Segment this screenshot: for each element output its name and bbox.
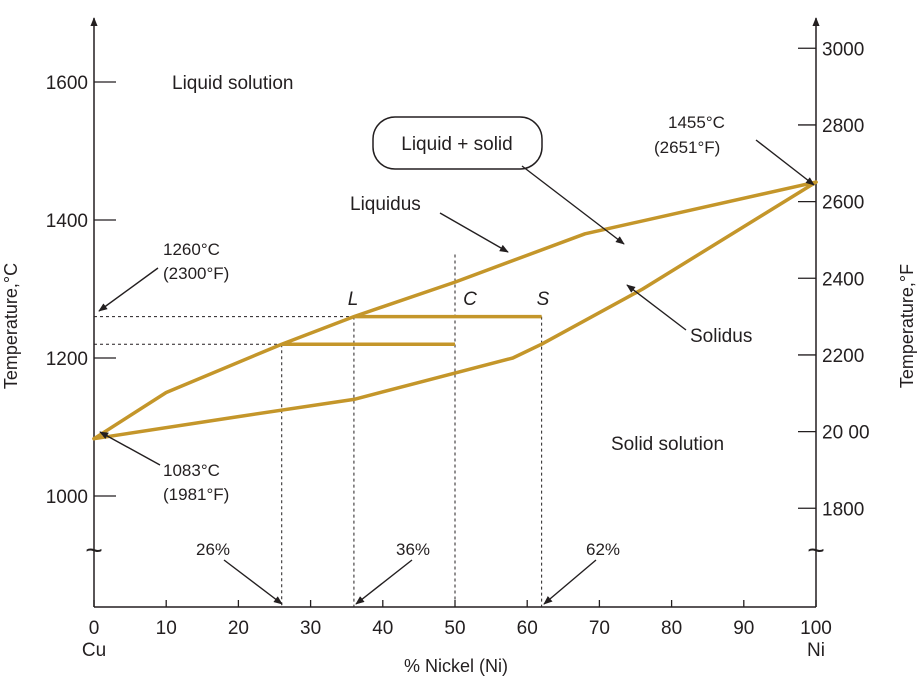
- x-tick-label: 20: [228, 618, 249, 639]
- two-phase-label-box: [372, 116, 543, 170]
- two-phase-region-label: Liquid + solid: [401, 134, 512, 155]
- liquid-region-label: Liquid solution: [172, 73, 293, 94]
- y-right-tick-label: 3000: [822, 39, 864, 60]
- tick-labels: 0 10 20 30 40 50 60 70 80 90 100 1000 1200 1400 1600 18…: [46, 39, 870, 639]
- pct-36-label: 36%: [396, 540, 430, 559]
- y-left-tick-label: 1400: [46, 211, 88, 232]
- arrow-pct-36: [355, 559, 413, 605]
- y-axis-left-title: Temperature,°C: [1, 263, 21, 389]
- series-liquidus: [92, 180, 818, 441]
- arrow-liquidus: [439, 212, 509, 253]
- x-tick-label: 60: [517, 618, 538, 639]
- x-end-label-ni: Ni: [807, 640, 825, 661]
- pct-26-label: 26%: [196, 540, 230, 559]
- point-label-l: L: [348, 289, 359, 310]
- x-end-label-cu: Cu: [82, 640, 106, 661]
- solid-region-label: Solid solution: [611, 434, 724, 455]
- point-label-s: S: [537, 289, 550, 310]
- x-tick-label: 80: [661, 618, 682, 639]
- y-right-tick-label: 1800: [822, 499, 864, 520]
- y-left-tick-label: 1600: [46, 73, 88, 94]
- y-left-tick-label: 1000: [46, 487, 88, 508]
- cu-melt-f-label: (1981°F): [163, 485, 229, 504]
- solidus-label: Solidus: [690, 326, 752, 347]
- phase-curves: [92, 180, 818, 441]
- y-right-tick-label: 20 00: [822, 423, 870, 444]
- y-axis-right-title: Temperature,°F: [897, 264, 917, 388]
- ni-melt-f-label: (2651°F): [654, 138, 720, 157]
- arrow-pct-62: [543, 559, 597, 605]
- y-right-tick-label: 2200: [822, 346, 864, 367]
- x-tick-label: 30: [300, 618, 321, 639]
- arrow-tie-temp: [98, 267, 159, 312]
- axis-break-left: ~: [85, 534, 103, 567]
- tie-temp-c-label: 1260°C: [163, 240, 220, 259]
- x-tick-label: 40: [372, 618, 393, 639]
- x-tick-label: 100: [800, 618, 832, 639]
- pct-62-label: 62%: [586, 540, 620, 559]
- x-tick-label: 70: [589, 618, 610, 639]
- x-tick-label: 90: [733, 618, 754, 639]
- arrow-cu-melt: [99, 431, 161, 466]
- axis-break-right: ~: [807, 534, 825, 567]
- ni-melt-c-label: 1455°C: [668, 113, 725, 132]
- y-right-tick-label: 2800: [822, 116, 864, 137]
- x-axis-title: % Nickel (Ni): [404, 656, 508, 676]
- x-tick-label: 0: [89, 618, 100, 639]
- x-tick-label: 10: [156, 618, 177, 639]
- arrow-pct-26: [223, 559, 283, 605]
- x-tick-label: 50: [444, 618, 465, 639]
- leader-arrows: [98, 139, 815, 605]
- point-label-c: C: [463, 289, 477, 310]
- arrow-two-phase: [521, 165, 625, 245]
- arrow-ni-melt: [755, 139, 815, 186]
- liquidus-label: Liquidus: [350, 194, 421, 215]
- series-solidus: [92, 180, 818, 441]
- y-right-tick-label: 2400: [822, 269, 864, 290]
- y-right-tick-label: 2600: [822, 193, 864, 214]
- arrow-solidus: [626, 284, 687, 331]
- tie-temp-f-label: (2300°F): [163, 264, 229, 283]
- cu-melt-c-label: 1083°C: [163, 461, 220, 480]
- y-left-tick-label: 1200: [46, 349, 88, 370]
- axes: [90, 17, 820, 608]
- guide-lines: [94, 254, 543, 607]
